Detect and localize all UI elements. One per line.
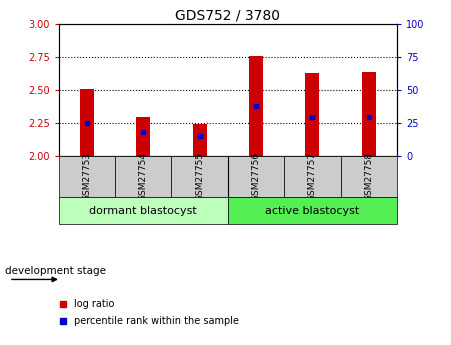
Text: percentile rank within the sample: percentile rank within the sample bbox=[74, 316, 239, 326]
Text: development stage: development stage bbox=[5, 266, 106, 276]
Bar bbox=[136, 117, 150, 156]
Text: dormant blastocyst: dormant blastocyst bbox=[89, 206, 197, 216]
Text: GSM27754: GSM27754 bbox=[139, 152, 147, 201]
Bar bbox=[305, 73, 319, 156]
Bar bbox=[341, 156, 397, 197]
Bar bbox=[59, 156, 115, 197]
Text: active blastocyst: active blastocyst bbox=[265, 206, 359, 216]
Bar bbox=[80, 89, 94, 156]
Bar bbox=[249, 56, 263, 156]
Bar bbox=[228, 197, 397, 224]
Bar bbox=[59, 197, 228, 224]
Bar bbox=[228, 156, 284, 197]
Bar bbox=[171, 156, 228, 197]
Bar bbox=[115, 156, 171, 197]
Title: GDS752 / 3780: GDS752 / 3780 bbox=[175, 9, 280, 23]
Text: GSM27757: GSM27757 bbox=[308, 152, 317, 201]
Bar bbox=[284, 156, 341, 197]
Text: log ratio: log ratio bbox=[74, 299, 115, 308]
Bar bbox=[362, 72, 376, 156]
Bar bbox=[193, 125, 207, 156]
Text: GSM27756: GSM27756 bbox=[252, 152, 260, 201]
Text: GSM27758: GSM27758 bbox=[364, 152, 373, 201]
Text: GSM27753: GSM27753 bbox=[83, 152, 91, 201]
Text: GSM27755: GSM27755 bbox=[195, 152, 204, 201]
